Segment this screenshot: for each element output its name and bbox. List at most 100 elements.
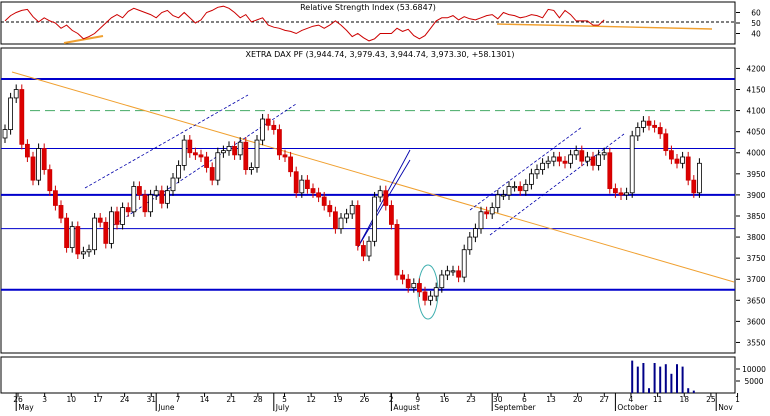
- candle-body: [444, 270, 450, 276]
- candle-body: [506, 186, 512, 196]
- x-day-label: 21: [226, 395, 236, 404]
- candle-body: [697, 162, 702, 194]
- x-day-label: 20: [573, 395, 583, 404]
- price-tick-label: 4200: [746, 64, 765, 73]
- candle-body: [265, 118, 271, 126]
- candle-body: [394, 224, 400, 276]
- candle-body: [142, 194, 148, 213]
- candle-body: [635, 127, 641, 137]
- price-tick-label: 3700: [746, 275, 765, 284]
- candle-body: [204, 156, 210, 168]
- candle-body: [461, 249, 467, 278]
- candle-body: [81, 251, 86, 255]
- candle-body: [310, 188, 316, 194]
- price-tick-label: 4100: [746, 107, 765, 116]
- candle-body: [237, 141, 243, 156]
- x-day-label: 27: [600, 395, 610, 404]
- candle-body: [86, 249, 92, 253]
- candle-body: [232, 146, 238, 156]
- candle-body: [125, 207, 131, 213]
- candle-body: [47, 169, 53, 192]
- price-tick-label: 3950: [746, 170, 765, 179]
- candle-body: [400, 274, 406, 280]
- candle-body: [164, 190, 170, 204]
- candle-body: [657, 127, 663, 135]
- x-day-label: 7: [176, 395, 181, 404]
- rsi-trendline-may: [63, 35, 104, 44]
- rsi-line: [4, 5, 605, 42]
- candle-body: [8, 97, 14, 130]
- candle-body: [372, 196, 378, 242]
- candle-body: [30, 156, 36, 181]
- candle-body: [484, 211, 490, 215]
- candle-body: [691, 179, 697, 194]
- volume-panel-frame: [0, 356, 736, 394]
- x-day-label: 25: [706, 395, 716, 404]
- x-day-label: 26: [13, 395, 23, 404]
- x-axis: 2631017243171421285121926291623306132027…: [13, 393, 740, 412]
- candle-body: [669, 150, 674, 160]
- candle-body: [433, 287, 439, 297]
- candle-body: [618, 192, 624, 196]
- volume-tick-label: 10000: [742, 365, 766, 374]
- candle-body: [114, 211, 120, 225]
- volume-bars: [631, 360, 695, 393]
- candle-body: [226, 146, 232, 152]
- rsi-tick-label: 40: [751, 30, 761, 39]
- x-month-label: July: [275, 403, 290, 412]
- candle-body: [109, 211, 114, 244]
- x-day-label: 23: [466, 395, 476, 404]
- x-day-label: 12: [306, 395, 316, 404]
- candle-body: [24, 143, 30, 158]
- rsi-panel-frame: [0, 1, 736, 45]
- x-day-label: 4: [629, 395, 634, 404]
- candle-body: [215, 152, 221, 181]
- candle-body: [500, 194, 506, 197]
- candle-body: [260, 118, 266, 141]
- candle-body: [557, 156, 562, 162]
- candle-body: [596, 154, 601, 166]
- candle-body: [579, 150, 585, 162]
- candle-body: [299, 179, 305, 194]
- candle-body: [192, 152, 198, 156]
- candlesticks: [2, 84, 702, 306]
- rsi-title: Relative Strength Index (53.6847): [300, 3, 436, 12]
- candle-body: [489, 207, 495, 215]
- candle-body: [36, 148, 41, 181]
- candle-body: [131, 186, 137, 213]
- candle-body: [472, 228, 478, 238]
- candle-body: [529, 173, 534, 185]
- x-day-label: 31: [146, 395, 156, 404]
- price-tick-label: 3800: [746, 233, 765, 242]
- x-day-label: 17: [93, 395, 103, 404]
- candle-body: [344, 213, 350, 219]
- volume-tick-label: 5000: [744, 377, 763, 386]
- volume-axis: 5000 10000: [736, 365, 766, 386]
- candle-body: [75, 226, 81, 255]
- long-downtrend-line: [11, 71, 735, 283]
- candle-body: [405, 278, 411, 289]
- candle-body: [646, 120, 652, 126]
- candle-body: [254, 139, 260, 168]
- candle-body: [136, 186, 142, 196]
- candle-body: [685, 156, 691, 181]
- candle-body: [607, 152, 613, 189]
- candle-body: [198, 154, 204, 158]
- candle-body: [551, 156, 557, 162]
- candle-body: [355, 205, 361, 246]
- candle-body: [148, 194, 154, 213]
- x-day-label: 26: [360, 395, 370, 404]
- x-day-label: 6: [522, 395, 527, 404]
- candle-body: [271, 124, 277, 130]
- x-month-label: October: [617, 403, 648, 412]
- candle-body: [377, 190, 383, 198]
- price-axis: 3550 3600 3650 3700 3750 3800 3850 3900 3950 4000…: [736, 64, 766, 347]
- candle-body: [2, 129, 8, 139]
- candle-body: [338, 217, 344, 230]
- candle-body: [674, 158, 680, 164]
- x-day-label: 11: [653, 395, 663, 404]
- candle-body: [601, 152, 607, 156]
- candle-body: [383, 190, 389, 206]
- x-day-label: 13: [546, 395, 556, 404]
